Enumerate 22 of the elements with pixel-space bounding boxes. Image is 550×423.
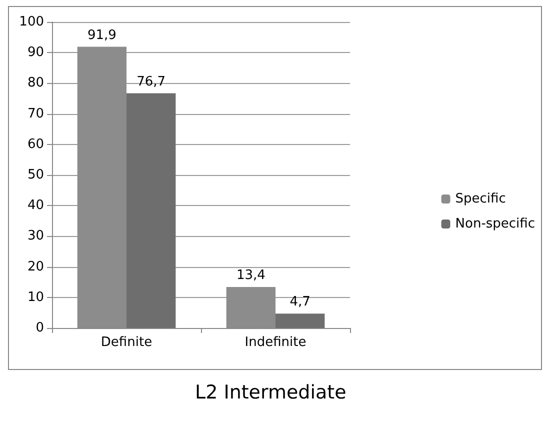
data-label: 91,9 bbox=[87, 28, 116, 43]
bar bbox=[276, 314, 325, 328]
y-tick-label: 100 bbox=[19, 14, 44, 30]
y-tick-label: 40 bbox=[27, 198, 44, 214]
y-tick-label: 60 bbox=[27, 136, 44, 152]
y-tick-label: 10 bbox=[27, 290, 44, 305]
y-tick-label: 0 bbox=[36, 320, 44, 336]
y-tick-label: 50 bbox=[27, 168, 44, 182]
y-tick-label: 20 bbox=[27, 259, 44, 274]
x-tick-label: Definite bbox=[100, 335, 152, 350]
data-label: 4,7 bbox=[290, 294, 310, 310]
legend-label: Non-specific bbox=[455, 216, 536, 232]
x-tick-label: Indefinite bbox=[244, 335, 306, 350]
y-tick-label: 70 bbox=[27, 106, 44, 122]
data-label: 76,7 bbox=[136, 74, 166, 90]
y-tick-label: 80 bbox=[27, 76, 44, 91]
y-tick-label: 90 bbox=[27, 45, 44, 60]
bar bbox=[126, 93, 176, 328]
y-tick-label: 30 bbox=[27, 228, 44, 244]
data-label: 13,4 bbox=[236, 268, 266, 283]
text: L2 Intermediate bbox=[195, 382, 346, 404]
legend-label: Specific bbox=[455, 192, 506, 206]
